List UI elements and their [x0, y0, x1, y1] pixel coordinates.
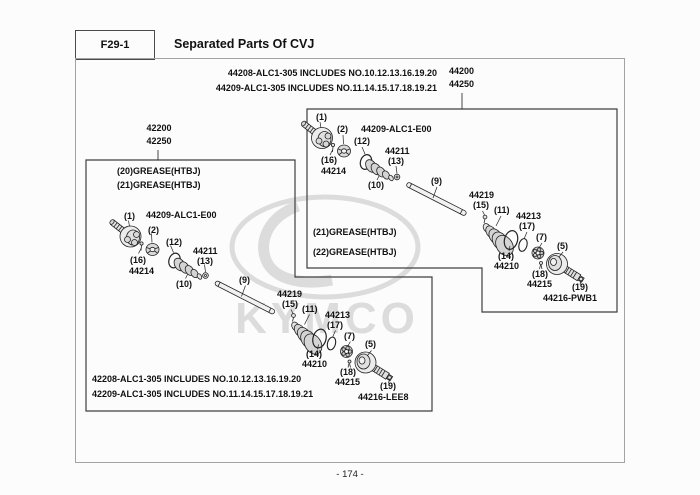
- part-label: (14): [498, 251, 515, 261]
- part-label: 44209-ALC1-E00: [361, 124, 432, 134]
- part-label: (11): [302, 304, 318, 314]
- part-label: (7): [344, 331, 355, 341]
- part-label: 44211: [193, 246, 218, 256]
- watermark-text: KYMCO: [235, 294, 419, 343]
- part-label: 44214: [321, 166, 347, 176]
- part-label: (13): [388, 156, 405, 166]
- kymco-watermark-logo: KYMCO: [229, 194, 421, 343]
- page-title: Separated Parts Of CVJ: [174, 37, 315, 51]
- part-label: 44215: [335, 377, 361, 387]
- part-label: 44209-ALC1-E00: [146, 210, 217, 220]
- part-label: 44215: [527, 279, 553, 289]
- part-label: (10): [176, 279, 193, 289]
- part-label: (17): [327, 320, 344, 330]
- upper-panel-border: [306, 108, 618, 313]
- includes-note-top: 44208-ALC1-305 INCLUDES NO.10.12.13.16.1…: [216, 66, 437, 96]
- part-label: 44211: [385, 146, 410, 156]
- part-label: 44216-LEE8: [358, 392, 409, 402]
- part-label: (15): [473, 200, 490, 210]
- part-label: (17): [519, 221, 536, 231]
- diagram-border: [75, 58, 625, 463]
- ref-number: 42200: [146, 123, 172, 133]
- part-label: (5): [365, 339, 376, 349]
- part-label: (13): [197, 256, 214, 266]
- page-number: - 174 -: [336, 469, 364, 480]
- includes-line: 44209-ALC1-305 INCLUDES NO.11.14.15.17.1…: [215, 83, 437, 93]
- part-label: (9): [431, 176, 442, 186]
- includes-line: 42209-ALC1-305 INCLUDES NO.11.14.15.17.1…: [92, 389, 314, 399]
- part-label: (18): [340, 367, 357, 377]
- grease-note: (21)GREASE(HTBJ): [313, 227, 397, 237]
- lower-panel-border: [85, 159, 433, 412]
- part-label: (10): [368, 180, 385, 190]
- part-label: 44210: [302, 359, 328, 369]
- part-label: 44214: [129, 266, 155, 276]
- part-label: (15): [282, 299, 299, 309]
- part-label: (5): [557, 241, 568, 251]
- grease-note: (21)GREASE(HTBJ): [117, 180, 201, 190]
- part-label: 44213: [325, 310, 351, 320]
- part-label: 44216-PWB1: [543, 293, 598, 303]
- part-label: (16): [321, 155, 338, 165]
- part-label: (16): [130, 255, 147, 265]
- figure-code-box: F29-1: [75, 30, 155, 60]
- includes-line: 42208-ALC1-305 INCLUDES NO.10.12.13.16.1…: [92, 374, 302, 384]
- ref-number: 42250: [146, 136, 172, 146]
- part-label: (14): [306, 349, 323, 359]
- includes-note-bottom: 42208-ALC1-305 INCLUDES NO.10.12.13.16.1…: [92, 372, 313, 402]
- part-label: 44219: [469, 190, 495, 200]
- part-label: 44210: [494, 261, 520, 271]
- ref-leader-lines: [157, 93, 463, 160]
- part-label: (19): [380, 381, 397, 391]
- part-label: (2): [337, 124, 348, 134]
- part-label: 44213: [516, 211, 542, 221]
- part-label: (7): [536, 232, 547, 242]
- part-label: (11): [494, 205, 510, 215]
- part-label: (9): [239, 275, 250, 285]
- part-label: (12): [166, 237, 183, 247]
- panel-outlines: [85, 108, 618, 412]
- grease-note: (22)GREASE(HTBJ): [313, 247, 397, 257]
- assembly-ref-left: 42200 42250: [134, 122, 184, 148]
- figure-code: F29-1: [100, 39, 130, 51]
- grease-note: (20)GREASE(HTBJ): [117, 166, 201, 176]
- assembly-ref-right: 44200 44250: [449, 65, 474, 91]
- part-label: (19): [572, 282, 589, 292]
- part-label: (18): [532, 269, 549, 279]
- part-label: (1): [124, 211, 135, 221]
- part-label: (12): [354, 136, 371, 146]
- part-label: 44219: [277, 289, 303, 299]
- ref-number: 44250: [449, 79, 475, 89]
- part-label: (1): [316, 112, 327, 122]
- ref-number: 44200: [449, 66, 475, 76]
- part-label: (2): [148, 225, 159, 235]
- includes-line: 44208-ALC1-305 INCLUDES NO.10.12.13.16.1…: [227, 68, 437, 78]
